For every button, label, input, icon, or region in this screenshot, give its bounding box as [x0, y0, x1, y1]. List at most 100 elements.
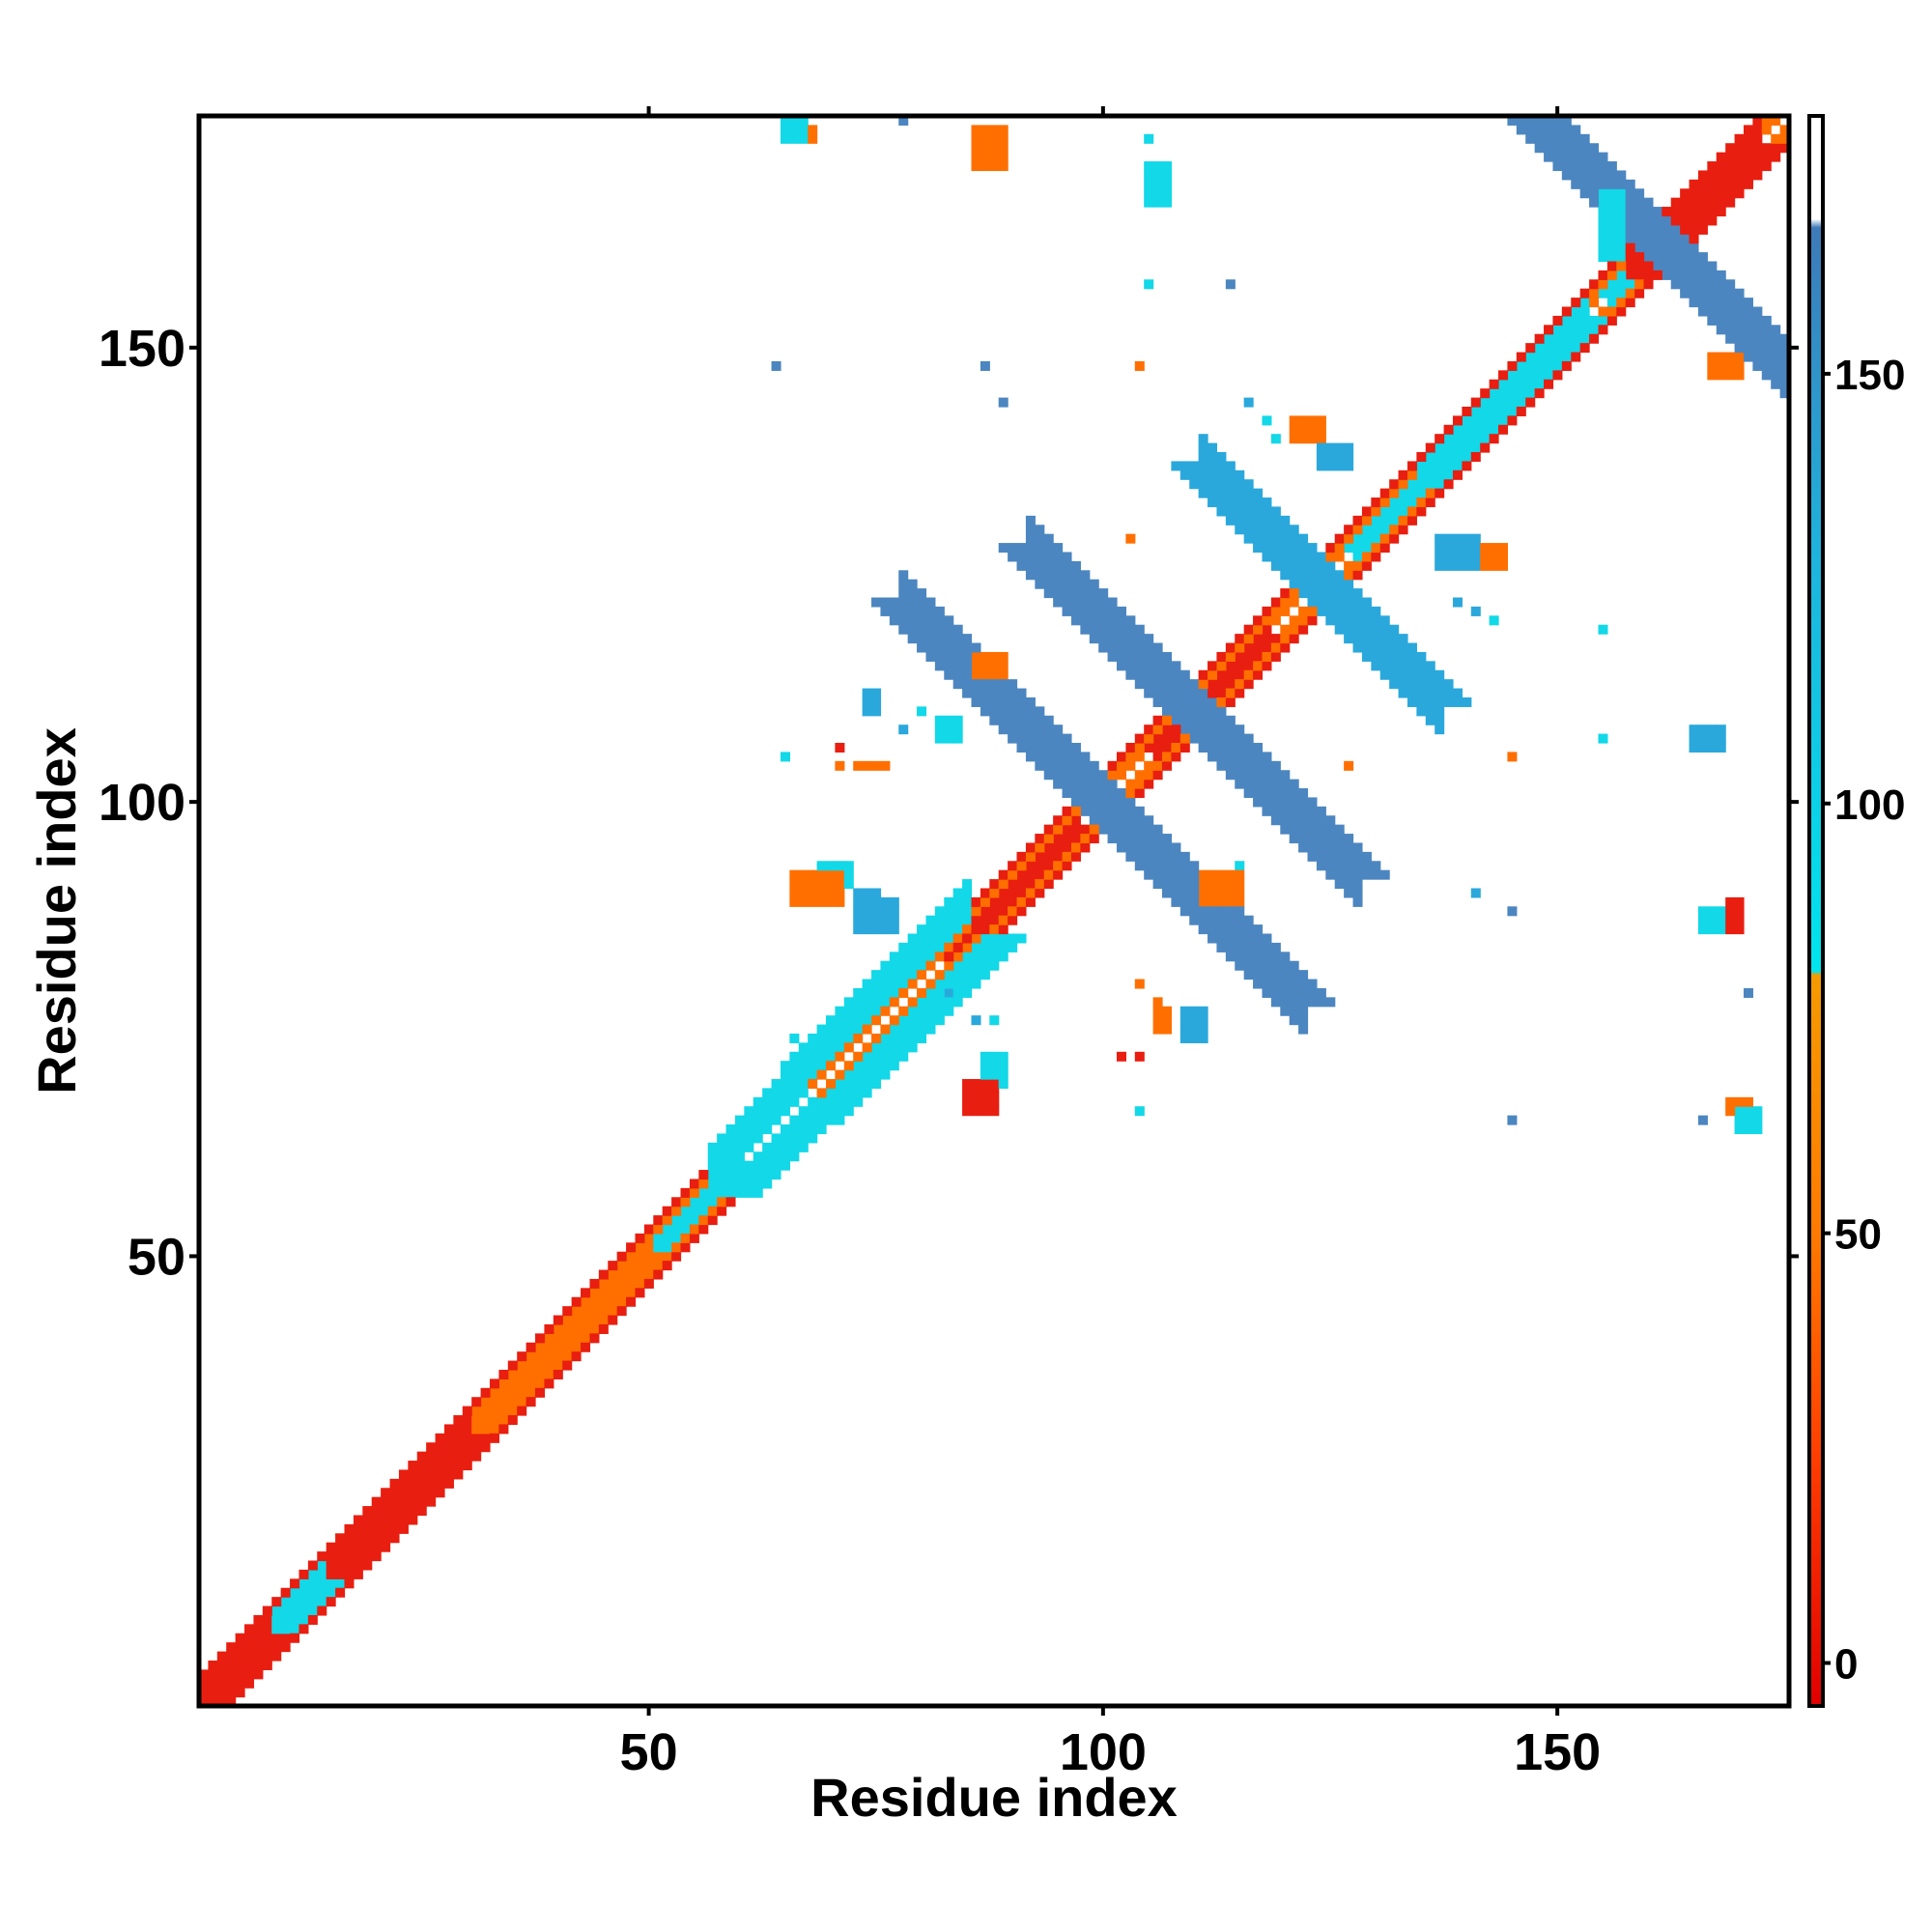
contact-band-cell — [562, 1323, 573, 1334]
contact-band-cell — [498, 1397, 509, 1407]
contact-band-cell — [1707, 188, 1718, 199]
contact-band-cell — [1125, 642, 1136, 653]
contact-band-cell — [1053, 733, 1064, 744]
contact-band-cell — [1443, 688, 1454, 698]
contact-band-cell — [762, 1170, 773, 1180]
contact-band-cell — [889, 952, 899, 962]
contact-band-cell — [1589, 152, 1600, 162]
contact-blob-cell — [1325, 461, 1336, 471]
contact-band-cell — [535, 1378, 546, 1389]
contact-band-cell — [962, 933, 973, 944]
contact-band-cell — [780, 1088, 790, 1098]
contact-band-cell — [1280, 525, 1291, 535]
contact-band-cell — [925, 606, 936, 616]
contact-band-cell — [1743, 333, 1753, 344]
contact-blob-cell — [998, 161, 1009, 172]
contact-band-cell — [1716, 325, 1726, 335]
contact-band-cell — [1634, 207, 1645, 217]
contact-band-cell — [1235, 479, 1245, 490]
contact-band-cell — [1371, 869, 1381, 880]
contact-blob-cell — [1498, 543, 1509, 554]
diagonal-cell — [453, 1469, 464, 1480]
contact-band-cell — [934, 634, 945, 644]
contact-band-cell — [1216, 724, 1227, 735]
contact-blob-cell — [1606, 252, 1617, 263]
contact-band-cell — [1062, 588, 1072, 599]
diagonal-cell — [1134, 733, 1145, 744]
contact-band-cell — [835, 1088, 845, 1098]
contact-band-cell — [980, 960, 990, 971]
diagonal-cell — [1171, 742, 1181, 753]
contact-band-cell — [1725, 279, 1736, 290]
contact-blob-cell — [1725, 360, 1736, 371]
contact-blob-cell — [998, 125, 1009, 135]
diagonal-cell — [208, 1660, 218, 1670]
contact-band-cell — [816, 1106, 827, 1117]
diagonal-cell — [1389, 525, 1400, 535]
contact-band-cell — [925, 634, 936, 644]
contact-band-cell — [1053, 842, 1064, 853]
contact-band-cell — [1779, 343, 1789, 354]
contact-band-cell — [880, 970, 891, 980]
contact-band-cell — [1761, 325, 1772, 335]
contact-band-cell — [1189, 869, 1200, 880]
contact-band-cell — [1371, 615, 1381, 626]
diagonal-cell — [1525, 343, 1536, 354]
contact-band-cell — [1134, 824, 1145, 835]
contact-band-cell — [744, 1170, 754, 1180]
contact-band-cell — [426, 1488, 437, 1498]
heatmap-cell — [1235, 861, 1245, 871]
contact-band-cell — [1235, 742, 1245, 753]
contact-band-cell — [1670, 234, 1681, 244]
diagonal-cell — [1225, 642, 1236, 653]
contact-band-cell — [1262, 770, 1272, 781]
contact-band-cell — [1235, 779, 1245, 789]
contact-band-cell — [1752, 143, 1763, 154]
contact-band-cell — [1734, 315, 1745, 326]
contact-band-cell — [1544, 133, 1554, 144]
diagonal-cell — [226, 1696, 237, 1706]
contact-blob-cell — [998, 1069, 1009, 1080]
diagonal-cell — [408, 1461, 418, 1471]
contact-blob-cell — [871, 696, 882, 707]
contact-band-cell — [208, 1688, 218, 1698]
contact-band-cell — [1070, 570, 1081, 581]
contact-band-cell — [825, 1051, 836, 1062]
contact-band-cell — [626, 1261, 637, 1271]
contact-band-cell — [971, 679, 981, 690]
contact-band-cell — [344, 1569, 355, 1579]
contact-blob-cell — [798, 879, 809, 890]
contact-band-cell — [1670, 279, 1681, 290]
colorbar-tick-label: 50 — [1834, 1211, 1882, 1259]
contact-band-cell — [553, 1323, 563, 1334]
contact-band-cell — [1016, 742, 1027, 753]
contact-band-cell — [1270, 942, 1281, 952]
contact-band-cell — [1035, 752, 1045, 762]
contact-band-cell — [1080, 770, 1091, 781]
contact-band-cell — [1752, 125, 1763, 135]
contact-band-cell — [917, 1006, 927, 1016]
contact-band-cell — [1089, 779, 1099, 789]
contact-band-cell — [1498, 379, 1509, 389]
contact-band-cell — [1016, 724, 1027, 735]
contact-band-cell — [1625, 215, 1635, 226]
diagonal-cell — [653, 1269, 664, 1280]
contact-band-cell — [480, 1397, 491, 1407]
contact-band-cell — [1208, 742, 1218, 753]
contact-band-cell — [1235, 906, 1245, 917]
contact-band-cell — [880, 997, 891, 1008]
contact-band-cell — [1325, 834, 1336, 844]
contact-band-cell — [1561, 352, 1572, 362]
diagonal-cell — [498, 1424, 509, 1435]
contact-band-cell — [1425, 715, 1435, 725]
diagonal-cell — [362, 1560, 373, 1571]
contact-blob-cell — [1162, 1006, 1173, 1016]
contact-band-cell — [262, 1614, 272, 1625]
contact-band-cell — [1070, 606, 1081, 616]
contact-band-cell — [898, 1015, 909, 1026]
contact-band-cell — [816, 1042, 827, 1053]
contact-band-cell — [1107, 815, 1118, 826]
diagonal-cell — [671, 1251, 682, 1262]
contact-band-cell — [1398, 642, 1408, 653]
contact-band-cell — [1697, 215, 1708, 226]
